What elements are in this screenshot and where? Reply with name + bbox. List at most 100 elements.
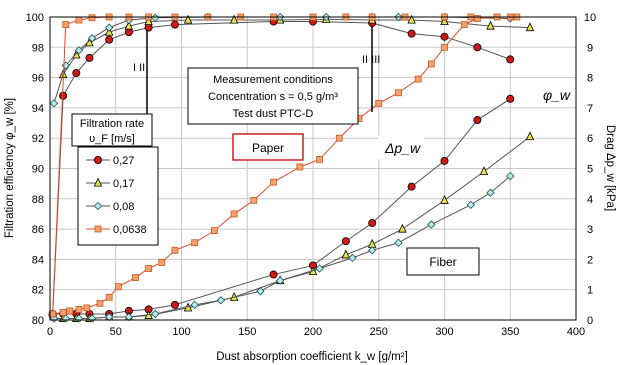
data-point (525, 22, 535, 32)
data-point (341, 249, 351, 259)
data-point (75, 305, 83, 313)
data-point (151, 13, 160, 22)
series-0,08-drag (49, 171, 515, 323)
data-point (66, 307, 74, 315)
legend-title-line1: Filtration rate (80, 118, 144, 130)
data-point (466, 200, 475, 210)
y-left-tick-label: 94 (32, 103, 44, 115)
x-tick-label: 200 (304, 326, 322, 338)
phi-label: φ_w (543, 87, 571, 103)
data-point (316, 156, 323, 163)
y-left-tick-label: 96 (32, 73, 44, 85)
x-axis-label: Dust absorption coefficient k_w [g/m²] (216, 351, 408, 363)
y-left-tick-label: 90 (32, 164, 44, 176)
y-left-tick-label: 84 (32, 254, 44, 266)
data-point (414, 75, 422, 83)
data-point (368, 219, 377, 228)
data-point (256, 287, 265, 296)
y-right-tick-label: 9 (587, 42, 593, 54)
data-point (375, 99, 383, 107)
legend-entry-label: 0,08 (113, 201, 134, 213)
y-left-tick-label: 86 (32, 224, 44, 236)
data-point (427, 60, 435, 68)
y-right-tick-label: 3 (587, 224, 593, 236)
y-right-tick-label: 0 (587, 315, 593, 327)
data-point (407, 182, 416, 191)
data-point (486, 20, 495, 30)
data-point (191, 239, 199, 247)
axis-ticks: 0 50 100 150 200 250 300 350 4008082848688909294… (26, 12, 596, 338)
data-point (440, 194, 449, 204)
data-point (427, 220, 436, 229)
conditions-box (187, 67, 359, 125)
data-point (216, 296, 226, 305)
legend-entry-label: 0,17 (113, 178, 134, 190)
data-point (394, 238, 403, 247)
legend-entry-label: 0,0638 (113, 224, 147, 236)
data-point (407, 14, 416, 24)
data-point (132, 274, 139, 281)
data-point (144, 23, 153, 32)
data-point (341, 237, 350, 246)
data-point (61, 314, 70, 323)
data-point (473, 43, 482, 52)
legend: 0,27 0,17 0,08 0,0638 (86, 155, 147, 236)
data-point (269, 270, 278, 279)
data-point (85, 53, 94, 62)
legend-marker (94, 155, 103, 164)
x-tick-label: 100 (172, 326, 190, 338)
delta-p-bg (378, 135, 424, 159)
data-point (96, 299, 104, 307)
data-point (87, 34, 97, 43)
data-point (72, 69, 81, 78)
x-tick-label: 400 (567, 326, 585, 338)
data-point (506, 171, 515, 181)
data-point (210, 227, 218, 235)
series-line (52, 98, 511, 315)
y-right-tick-label: 2 (587, 254, 593, 266)
delta-p-label: Δp_w (384, 140, 421, 156)
data-point (170, 20, 179, 29)
y-left-tick-label: 80 (32, 315, 44, 327)
data-point (230, 210, 238, 218)
data-point (171, 246, 179, 254)
data-point (506, 55, 515, 64)
data-point (124, 20, 134, 30)
data-point (88, 14, 96, 22)
conditions-line3: Test dust PTC-D (233, 108, 314, 120)
data-point (486, 188, 495, 197)
legend-entry-label: 0,27 (113, 155, 134, 167)
plot-frame (49, 16, 577, 321)
data-point (315, 264, 324, 273)
series-0,0638-drag (49, 13, 521, 318)
y-left-tick-label: 82 (32, 285, 44, 297)
marker-label-right: II III (362, 54, 380, 66)
series-0,17-efficiency (58, 13, 535, 79)
data-point (158, 259, 166, 266)
legend-marker (93, 177, 103, 187)
data-point (506, 94, 515, 103)
y-axis-label-left: Filtration efficiency φ_w [%] (4, 98, 16, 238)
y-right-tick-label: 4 (587, 194, 593, 206)
data-point (441, 43, 448, 51)
x-tick-label: 0 (47, 326, 53, 338)
x-tick-label: 350 (501, 326, 519, 338)
y-right-tick-label: 5 (587, 164, 593, 176)
y-right-tick-label: 1 (587, 285, 593, 297)
data-point (144, 16, 153, 26)
data-point (348, 253, 357, 263)
x-tick-label: 50 (110, 326, 122, 338)
conditions-line1: Measurement conditions (213, 74, 333, 86)
legend-title-box (71, 113, 153, 147)
data-point (440, 32, 449, 41)
data-point (275, 276, 285, 285)
data-point (105, 312, 114, 322)
data-point (114, 283, 122, 291)
y-left-tick-label: 98 (32, 42, 44, 54)
data-point (398, 223, 407, 233)
data-point (395, 89, 402, 97)
y-right-tick-label: 6 (587, 133, 593, 145)
x-tick-label: 300 (435, 326, 453, 338)
data-point (62, 21, 70, 28)
